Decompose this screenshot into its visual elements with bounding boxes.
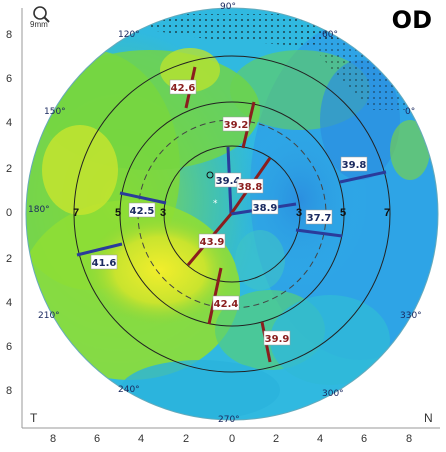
- power-readout: 37.7: [305, 209, 333, 225]
- power-readout: 39.8: [340, 156, 368, 172]
- svg-text:41.6: 41.6: [92, 258, 117, 269]
- zoom-icon[interactable]: [30, 4, 54, 32]
- power-readout: 42.4: [212, 295, 240, 311]
- ring-label-5-left: 5: [115, 207, 121, 219]
- x-tick: 8: [406, 433, 412, 445]
- angle-300: 300°: [322, 389, 344, 399]
- x-axis-ticks: 8 6 4 2 0 2 4 6 8: [50, 433, 412, 445]
- x-tick: 2: [183, 433, 189, 445]
- ring-label-5-right: 5: [340, 207, 346, 219]
- ring-label-3-right: 3: [296, 207, 302, 219]
- angle-270: 270°: [218, 415, 240, 425]
- svg-text:39.8: 39.8: [342, 160, 367, 171]
- y-tick: 2: [6, 253, 12, 265]
- eye-label: OD: [391, 6, 432, 34]
- svg-text:42.6: 42.6: [171, 83, 196, 94]
- power-readout: 42.5: [128, 202, 156, 218]
- y-tick: 0: [6, 207, 12, 219]
- svg-text:37.7: 37.7: [307, 213, 332, 224]
- temporal-label: T: [30, 411, 38, 425]
- x-tick: 6: [361, 433, 367, 445]
- power-readout: 38.8: [236, 178, 264, 194]
- vertex-marker: *: [213, 199, 218, 209]
- y-tick: 4: [6, 297, 12, 309]
- zoom-label: 9mm: [30, 20, 48, 29]
- power-readout: 41.6: [90, 254, 118, 270]
- power-readout: 39.2: [222, 116, 250, 132]
- angle-0: 0°: [405, 107, 415, 117]
- svg-text:39.4: 39.4: [216, 176, 241, 187]
- angle-330: 330°: [400, 311, 422, 321]
- x-tick: 2: [273, 433, 279, 445]
- svg-text:42.5: 42.5: [130, 206, 155, 217]
- y-axis-ticks: 8 6 4 2 0 2 4 6 8: [6, 29, 12, 397]
- ring-7mm: [73, 55, 391, 373]
- ring-5mm: [119, 101, 345, 327]
- y-tick: 8: [6, 385, 12, 397]
- ring-3mm: [163, 145, 301, 283]
- power-readout: 39.9: [263, 330, 291, 346]
- elevation-colormap: [26, 8, 438, 420]
- ring-label-3-left: 3: [160, 207, 166, 219]
- power-readout: 38.9: [251, 199, 279, 215]
- x-tick: 4: [317, 433, 323, 445]
- x-tick: 4: [138, 433, 144, 445]
- pupil-center-marker: [206, 171, 214, 179]
- ring-label-7-right: 7: [384, 207, 390, 219]
- svg-text:39.2: 39.2: [224, 120, 249, 131]
- y-tick: 6: [6, 73, 12, 85]
- ring-labels: 7 5 3 3 5 7: [73, 207, 390, 219]
- x-tick: 8: [50, 433, 56, 445]
- angle-120: 120°: [118, 30, 140, 40]
- angle-240: 240°: [118, 385, 140, 395]
- svg-text:38.8: 38.8: [238, 182, 263, 193]
- y-tick: 4: [6, 117, 12, 129]
- x-tick: 6: [94, 433, 100, 445]
- power-readouts: 42.6 39.2 39.8 39.4 38.8 38.9 42.5 37.7: [90, 79, 368, 346]
- y-tick: 6: [6, 341, 12, 353]
- angle-labels: 90° 60° 120° 150° 0° 180° 210° 240° 270°…: [28, 2, 422, 425]
- svg-text:43.9: 43.9: [200, 237, 225, 248]
- angle-210: 210°: [38, 311, 60, 321]
- svg-text:39.9: 39.9: [265, 334, 290, 345]
- y-tick: 2: [6, 163, 12, 175]
- y-tick: 8: [6, 29, 12, 41]
- x-tick: 0: [229, 433, 235, 445]
- angle-180: 180°: [28, 205, 50, 215]
- svg-text:38.9: 38.9: [253, 203, 278, 214]
- power-readout: 42.6: [169, 79, 197, 95]
- angle-90: 90°: [220, 2, 236, 12]
- ring-label-7-left: 7: [73, 207, 79, 219]
- svg-text:42.4: 42.4: [214, 299, 239, 310]
- angle-150: 150°: [44, 107, 66, 117]
- nasal-label: N: [424, 411, 433, 425]
- map-border: [25, 7, 439, 421]
- power-readout: 43.9: [198, 233, 226, 249]
- angle-60: 60°: [322, 30, 338, 40]
